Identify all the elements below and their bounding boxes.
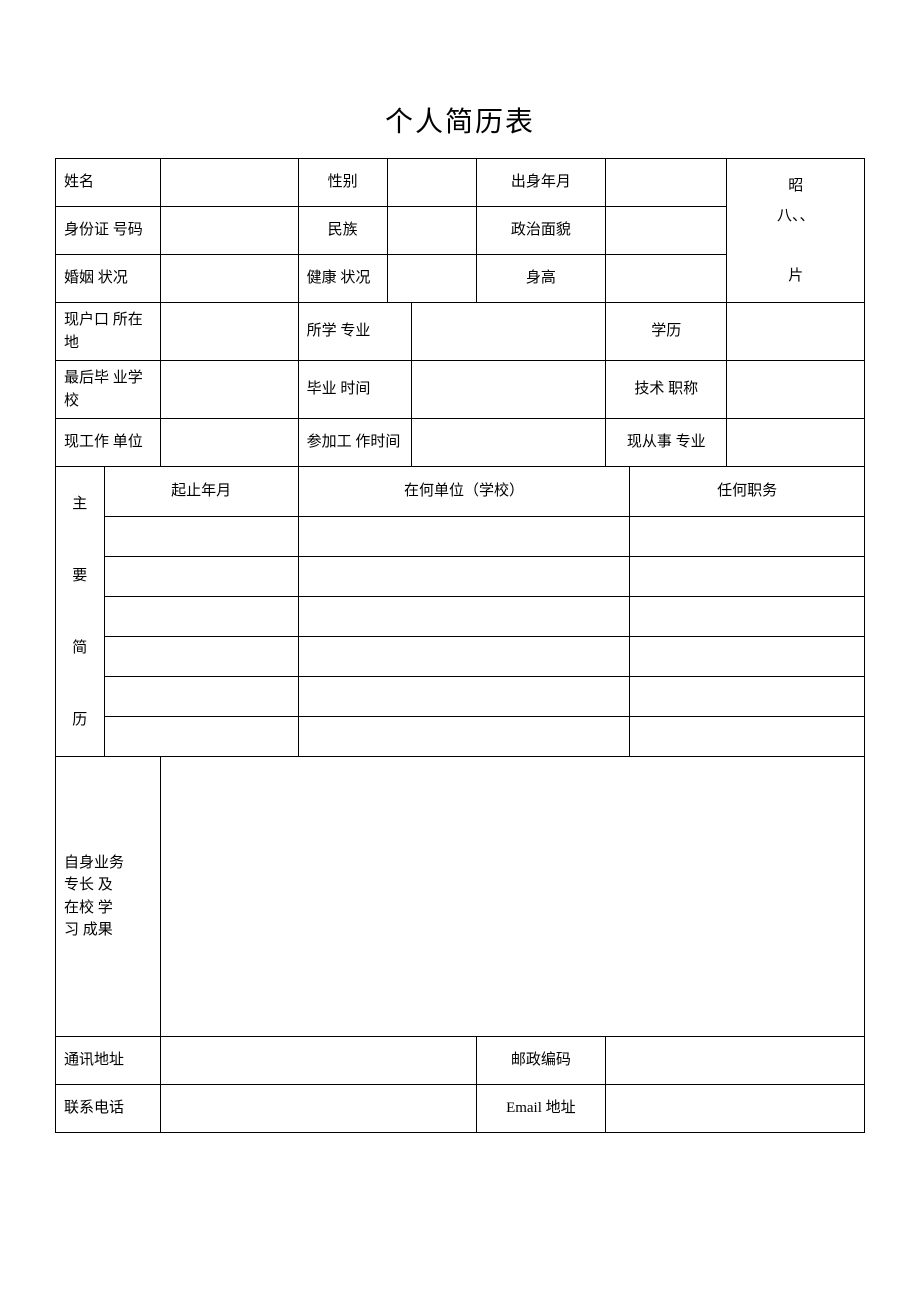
history-period xyxy=(104,717,298,757)
value-phone xyxy=(161,1085,476,1133)
value-household xyxy=(161,303,299,361)
value-workunit xyxy=(161,419,299,467)
history-period xyxy=(104,557,298,597)
value-gradtime xyxy=(411,361,605,419)
value-name xyxy=(161,159,299,207)
value-currentmajor xyxy=(727,419,865,467)
history-role xyxy=(630,557,865,597)
history-role xyxy=(630,677,865,717)
history-role xyxy=(630,517,865,557)
label-history-unit: 在何单位（学校） xyxy=(298,467,630,517)
label-household: 现户口 所在地 xyxy=(56,303,161,361)
photo-text-top: 昭 xyxy=(735,171,856,201)
page-title: 个人简历表 xyxy=(55,100,865,140)
history-period xyxy=(104,517,298,557)
value-skills xyxy=(161,757,865,1037)
label-currentmajor: 现从事 专业 xyxy=(606,419,727,467)
value-gender xyxy=(387,159,476,207)
value-school xyxy=(161,361,299,419)
value-height xyxy=(606,255,727,303)
label-history-role: 任何职务 xyxy=(630,467,865,517)
history-unit xyxy=(298,637,630,677)
history-role xyxy=(630,597,865,637)
label-gradtime: 毕业 时间 xyxy=(298,361,411,419)
label-history: 主 要 简 历 xyxy=(56,467,105,757)
label-birth: 出身年月 xyxy=(476,159,605,207)
photo-box: 昭 八、、 片 xyxy=(727,159,865,303)
label-name: 姓名 xyxy=(56,159,161,207)
history-row xyxy=(56,637,865,677)
history-role xyxy=(630,717,865,757)
value-postcode xyxy=(606,1037,865,1085)
value-major xyxy=(411,303,605,361)
label-school: 最后毕 业学校 xyxy=(56,361,161,419)
resume-table: 姓名 性别 出身年月 昭 八、、 片 身份证 号码 民族 政治面貌 婚姻 状况 … xyxy=(55,158,865,1133)
value-education xyxy=(727,303,865,361)
history-unit xyxy=(298,597,630,637)
label-marital: 婚姻 状况 xyxy=(56,255,161,303)
history-period xyxy=(104,677,298,717)
label-phone: 联系电话 xyxy=(56,1085,161,1133)
value-political xyxy=(606,207,727,255)
photo-text-bot: 片 xyxy=(735,261,856,291)
history-row xyxy=(56,517,865,557)
label-address: 通讯地址 xyxy=(56,1037,161,1085)
value-ethnicity xyxy=(387,207,476,255)
label-education: 学历 xyxy=(606,303,727,361)
value-birth xyxy=(606,159,727,207)
value-marital xyxy=(161,255,299,303)
history-unit xyxy=(298,557,630,597)
label-skills: 自身业务 专长 及 在校 学 习 成果 xyxy=(56,757,161,1037)
label-workunit: 现工作 单位 xyxy=(56,419,161,467)
history-unit xyxy=(298,677,630,717)
label-health: 健康 状况 xyxy=(298,255,387,303)
label-gender: 性别 xyxy=(298,159,387,207)
value-worktime xyxy=(411,419,605,467)
label-techtitle: 技术 职称 xyxy=(606,361,727,419)
history-unit xyxy=(298,717,630,757)
value-email xyxy=(606,1085,865,1133)
value-techtitle xyxy=(727,361,865,419)
history-row xyxy=(56,717,865,757)
label-major: 所学 专业 xyxy=(298,303,411,361)
history-row xyxy=(56,557,865,597)
label-idnum: 身份证 号码 xyxy=(56,207,161,255)
value-idnum xyxy=(161,207,299,255)
history-row xyxy=(56,677,865,717)
label-political: 政治面貌 xyxy=(476,207,605,255)
photo-text-mid: 八、、 xyxy=(735,201,856,231)
history-period xyxy=(104,597,298,637)
label-worktime: 参加工 作时间 xyxy=(298,419,411,467)
label-postcode: 邮政编码 xyxy=(476,1037,605,1085)
value-address xyxy=(161,1037,476,1085)
history-row xyxy=(56,597,865,637)
history-period xyxy=(104,637,298,677)
label-history-period: 起止年月 xyxy=(104,467,298,517)
value-health xyxy=(387,255,476,303)
label-ethnicity: 民族 xyxy=(298,207,387,255)
history-role xyxy=(630,637,865,677)
label-height: 身高 xyxy=(476,255,605,303)
history-unit xyxy=(298,517,630,557)
label-email: Email 地址 xyxy=(476,1085,605,1133)
